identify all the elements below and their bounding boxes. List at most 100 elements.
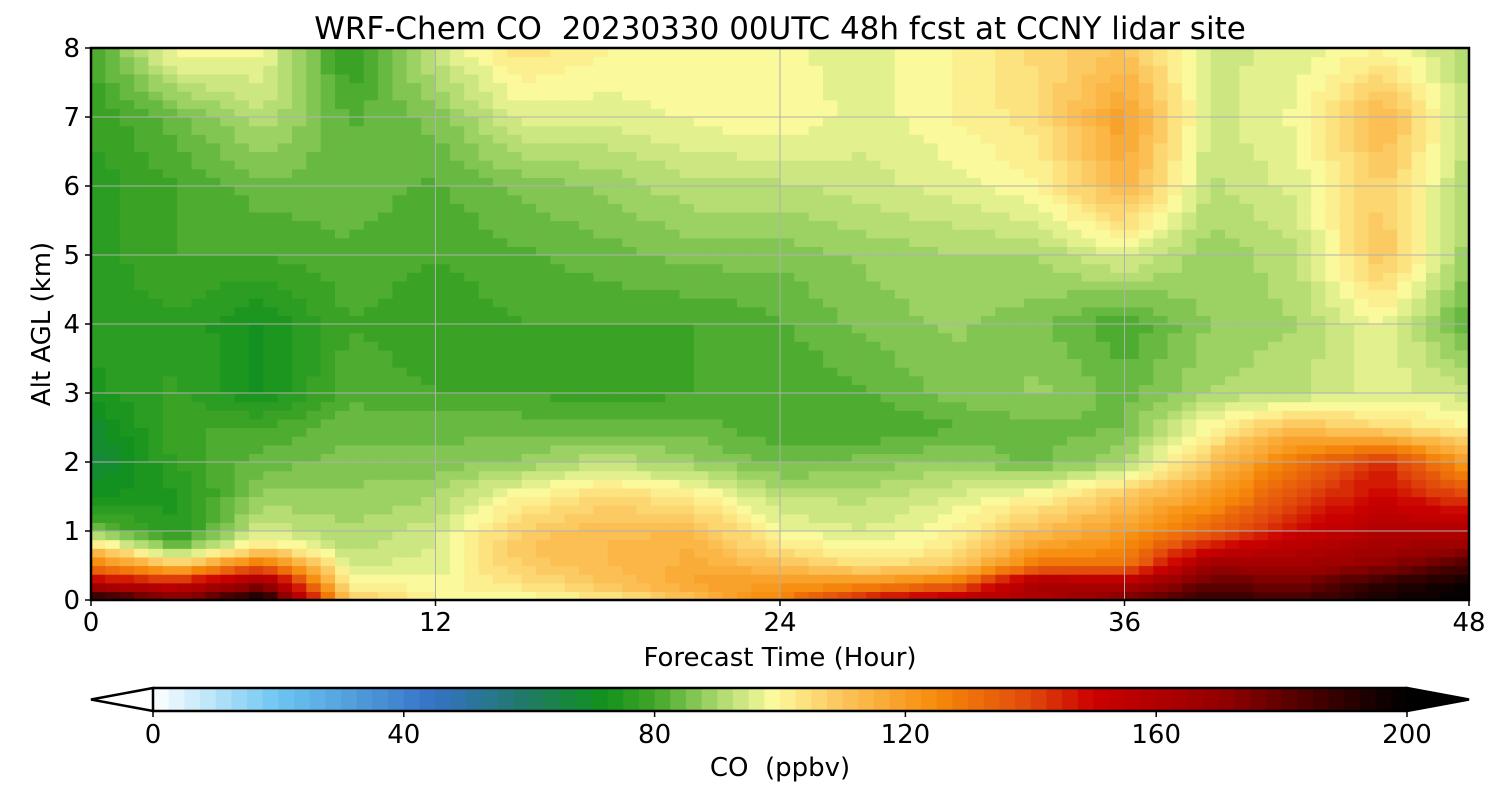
heatmap-cell — [823, 160, 839, 170]
heatmap-cell — [1095, 479, 1111, 489]
heatmap-cell — [693, 177, 709, 187]
heatmap-cell — [1138, 349, 1154, 360]
heatmap-cell — [234, 151, 250, 161]
heatmap-cell — [177, 349, 193, 360]
heatmap-cell — [579, 367, 594, 377]
heatmap-cell — [693, 211, 709, 222]
heatmap-cell — [507, 513, 523, 523]
heatmap-cell — [579, 332, 594, 342]
heatmap-cell — [349, 177, 365, 187]
heatmap-cell — [794, 289, 810, 299]
heatmap-cell — [1167, 401, 1183, 411]
heatmap-cell — [449, 539, 465, 549]
heatmap-cell — [478, 315, 494, 325]
heatmap-cell — [1052, 272, 1068, 282]
heatmap-cell — [1138, 582, 1154, 592]
heatmap-cell — [421, 496, 437, 506]
heatmap-cell — [1067, 298, 1083, 308]
heatmap-cell — [363, 556, 379, 567]
heatmap-cell — [1081, 436, 1097, 446]
heatmap-cell — [1440, 194, 1456, 204]
heatmap-cell — [291, 194, 307, 204]
heatmap-cell — [1224, 151, 1240, 161]
heatmap-cell — [736, 341, 752, 351]
heatmap-cell — [1095, 203, 1111, 213]
heatmap-cell — [1167, 556, 1183, 567]
heatmap-cell — [162, 315, 178, 325]
heatmap-cell — [134, 298, 150, 308]
heatmap-cell — [593, 272, 609, 282]
heatmap-cell — [550, 194, 566, 204]
heatmap-cell — [349, 531, 365, 541]
heatmap-cell — [966, 263, 982, 273]
heatmap-cell — [1038, 496, 1054, 506]
heatmap-cell — [464, 444, 480, 454]
heatmap-cell — [837, 444, 853, 454]
heatmap-cell — [1167, 384, 1183, 394]
heatmap-cell — [923, 444, 939, 454]
heatmap-cell — [995, 470, 1011, 480]
heatmap-cell — [521, 401, 537, 411]
heatmap-cell — [722, 203, 738, 213]
heatmap-cell — [1311, 591, 1327, 601]
heatmap-cell — [794, 194, 810, 204]
heatmap-cell — [277, 263, 293, 273]
heatmap-cell — [579, 263, 594, 273]
heatmap-cell — [823, 582, 839, 592]
heatmap-cell — [291, 255, 307, 265]
heatmap-cell — [550, 479, 566, 489]
heatmap-cell — [837, 358, 853, 368]
heatmap-cell — [823, 436, 839, 446]
heatmap-cell — [866, 246, 882, 256]
heatmap-cell — [1354, 315, 1370, 325]
heatmap-cell — [392, 582, 408, 592]
heatmap-cell — [263, 556, 279, 567]
heatmap-cell — [406, 289, 422, 299]
heatmap-cell — [995, 531, 1011, 541]
heatmap-cell — [521, 513, 537, 523]
heatmap-cell — [91, 522, 106, 532]
heatmap-cell — [823, 574, 839, 584]
heatmap-cell — [823, 289, 839, 299]
heatmap-cell — [1210, 289, 1226, 299]
heatmap-cell — [607, 582, 623, 592]
heatmap-cell — [406, 505, 422, 515]
heatmap-cell — [1038, 410, 1054, 420]
heatmap-cell — [650, 513, 666, 523]
heatmap-cell — [1124, 263, 1140, 273]
heatmap-cell — [1153, 393, 1169, 403]
heatmap-cell — [650, 280, 666, 291]
heatmap-cell — [1268, 220, 1283, 230]
heatmap-cell — [1296, 582, 1312, 592]
heatmap-cell — [320, 349, 336, 360]
heatmap-cell — [550, 410, 566, 420]
heatmap-cell — [1311, 513, 1327, 523]
heatmap-cell — [1253, 151, 1269, 161]
heatmap-cell — [851, 211, 867, 222]
heatmap-cell — [564, 280, 580, 291]
heatmap-cell — [378, 548, 394, 558]
heatmap-cell — [995, 229, 1011, 239]
heatmap-cell — [966, 591, 982, 601]
heatmap-cell — [335, 298, 350, 308]
heatmap-cell — [1311, 237, 1327, 247]
heatmap-cell — [1239, 393, 1255, 403]
heatmap-cell — [435, 505, 451, 515]
heatmap-cell — [349, 591, 365, 601]
heatmap-cell — [148, 401, 164, 411]
heatmap-cell — [205, 531, 221, 541]
heatmap-cell — [665, 272, 681, 282]
heatmap-cell — [1239, 462, 1255, 472]
heatmap-cell — [392, 565, 408, 575]
heatmap-cell — [1440, 531, 1456, 541]
heatmap-cell — [177, 548, 193, 558]
heatmap-cell — [837, 470, 853, 480]
heatmap-cell — [1181, 513, 1197, 523]
heatmap-cell — [1095, 462, 1111, 472]
heatmap-cell — [880, 324, 896, 334]
heatmap-cell — [1081, 332, 1097, 342]
heatmap-cell — [234, 332, 250, 342]
heatmap-cell — [1024, 367, 1039, 377]
heatmap-cell — [406, 453, 422, 463]
heatmap-cell — [134, 237, 150, 247]
